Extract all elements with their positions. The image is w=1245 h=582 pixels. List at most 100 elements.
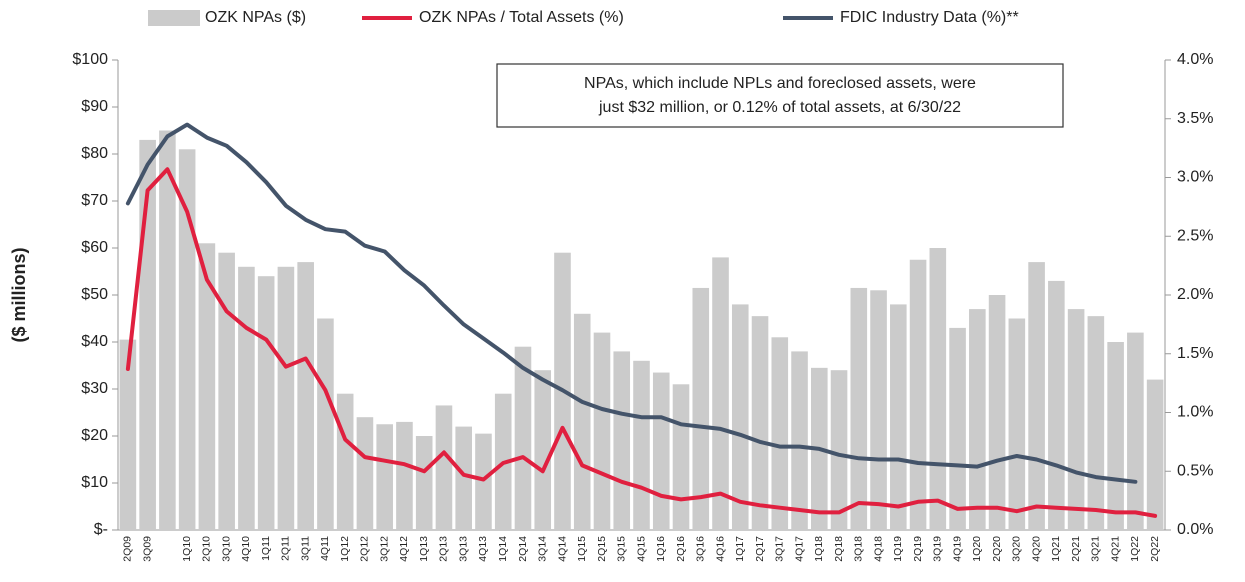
legend-label: OZK NPAs / Total Assets (%) <box>419 9 624 26</box>
x-tick-label: 1Q14 <box>497 536 509 562</box>
bar <box>317 318 334 530</box>
x-tick-label: 2Q21 <box>1070 536 1082 562</box>
bar <box>791 351 808 530</box>
y2-tick-label: 2.0% <box>1177 286 1213 303</box>
bar <box>1146 379 1164 530</box>
bar <box>1048 280 1065 530</box>
y-tick-label: $90 <box>81 98 108 115</box>
y-tick-label: $60 <box>81 239 108 256</box>
x-tick-label: 2Q10 <box>201 536 213 562</box>
y2-tick-label: 4.0% <box>1177 51 1213 68</box>
bar <box>376 424 393 530</box>
x-tick-label: 4Q15 <box>635 536 647 562</box>
legend-label: FDIC Industry Data (%)** <box>840 9 1019 26</box>
annotation-box <box>496 63 1064 128</box>
x-tick-label: 1Q15 <box>576 536 588 562</box>
bar <box>593 332 611 530</box>
annotation: NPAs, which include NPLs and foreclosed … <box>584 75 976 92</box>
x-tick-label: 4Q14 <box>556 536 568 562</box>
bar <box>870 290 887 530</box>
annotation: just $32 million, or 0.12% of total asse… <box>598 99 961 116</box>
y2-tick-label: 3.5% <box>1177 110 1213 127</box>
x-tick-label: 4Q11 <box>319 536 331 561</box>
y-tick-label: $20 <box>81 427 108 444</box>
bar <box>415 436 433 530</box>
bar <box>988 295 1006 530</box>
x-tick-label: 1Q12 <box>339 536 351 562</box>
bar <box>159 130 176 530</box>
bar <box>257 276 275 530</box>
bar <box>198 243 216 531</box>
x-tick-label: 2Q16 <box>675 536 687 562</box>
x-tick-label: 1Q11 <box>260 536 272 561</box>
bar <box>119 339 137 530</box>
y-tick-label: $50 <box>81 286 108 303</box>
y-tick-label: $40 <box>81 333 108 350</box>
x-tick-label: 2Q15 <box>596 536 608 562</box>
x-tick-label: 4Q19 <box>951 536 963 562</box>
bar <box>396 421 413 530</box>
x-tick-label: 3Q09 <box>141 536 153 562</box>
x-tick-label: 3Q16 <box>695 536 707 562</box>
bar <box>356 417 374 530</box>
bar <box>297 262 314 530</box>
bar <box>969 309 986 530</box>
x-tick-label: 3Q20 <box>1011 536 1023 562</box>
x-tick-label: 4Q20 <box>1030 536 1042 562</box>
legend-label: OZK NPAs ($) <box>205 9 306 26</box>
line <box>125 167 1158 518</box>
bar <box>712 257 729 530</box>
bar <box>238 266 255 530</box>
bar <box>1067 309 1085 530</box>
bar <box>771 337 789 530</box>
y2-tick-label: 3.0% <box>1177 169 1213 186</box>
y-tick-label: $100 <box>72 51 108 68</box>
bar <box>336 393 354 530</box>
bar <box>277 266 295 530</box>
y2-tick-label: 2.5% <box>1177 227 1213 244</box>
y2-tick-label: 1.0% <box>1177 404 1213 421</box>
x-tick-label: 2Q20 <box>991 536 1003 562</box>
x-tick-label: 4Q16 <box>714 536 726 562</box>
x-tick-label: 2Q18 <box>833 536 845 562</box>
y-tick-label: $80 <box>81 145 108 162</box>
y-axis-label: ($ millions) <box>9 247 29 342</box>
x-tick-label: 4Q21 <box>1109 536 1121 562</box>
legend-swatch <box>148 10 200 26</box>
bar <box>692 287 710 530</box>
x-tick-label: 4Q12 <box>398 536 410 562</box>
bar <box>890 304 907 530</box>
x-tick-label: 3Q13 <box>457 536 469 562</box>
x-tick-label: 2Q11 <box>280 536 292 561</box>
bar <box>652 372 670 530</box>
x-tick-label: 2Q17 <box>754 536 766 562</box>
x-tick-label: 3Q14 <box>537 536 549 562</box>
bar <box>850 287 868 530</box>
bar <box>613 351 631 530</box>
bar <box>751 316 769 530</box>
x-tick-label: 2Q19 <box>912 536 924 562</box>
bar <box>949 327 966 530</box>
bar <box>178 149 196 531</box>
bar <box>1008 318 1026 530</box>
x-tick-label: 3Q17 <box>774 536 786 562</box>
bar <box>1028 262 1045 530</box>
bar <box>1107 342 1124 530</box>
x-tick-label: 1Q10 <box>181 536 193 562</box>
x-tick-label: 4Q17 <box>793 536 805 562</box>
x-tick-label: 1Q17 <box>734 536 746 562</box>
y-tick-label: $- <box>94 521 108 538</box>
bar <box>731 304 749 530</box>
bar <box>830 370 848 530</box>
bar <box>909 259 927 530</box>
x-tick-label: 3Q11 <box>299 536 311 561</box>
x-tick-label: 1Q16 <box>655 536 667 562</box>
bar <box>633 360 650 530</box>
y2-tick-label: 0.5% <box>1177 462 1213 479</box>
bar <box>534 370 552 530</box>
x-tick-label: 1Q21 <box>1050 536 1062 562</box>
bar <box>672 384 690 530</box>
x-tick-label: 1Q18 <box>813 536 825 562</box>
x-tick-label: 1Q20 <box>971 536 983 562</box>
